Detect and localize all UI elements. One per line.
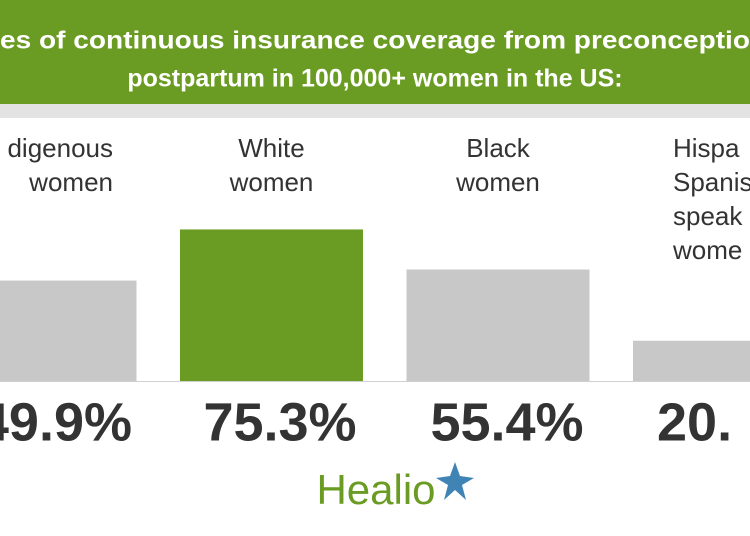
category-label: speak <box>673 201 743 231</box>
value-label: 49.9% <box>0 392 132 452</box>
bar <box>406 269 590 381</box>
category-label: women <box>229 167 314 197</box>
title-line: postpartum in 100,000+ women in the US: <box>127 65 622 93</box>
bar <box>0 280 137 381</box>
logo-star <box>436 462 474 500</box>
category-label: Spanis <box>673 167 750 197</box>
header-band <box>0 0 750 104</box>
category-label: Hispa <box>673 133 740 163</box>
category-label: wome <box>672 235 742 265</box>
value-label: 75.3% <box>203 392 356 452</box>
category-label: women <box>28 167 113 197</box>
category-label: digenous <box>7 133 113 163</box>
bar <box>180 229 363 381</box>
header-shadow <box>0 104 750 118</box>
title-line: es of continuous insurance coverage from… <box>0 27 750 55</box>
value-label: 20. <box>657 392 732 452</box>
category-label: White <box>238 133 304 163</box>
category-label: Black <box>466 133 531 163</box>
logo: Healio <box>316 466 435 513</box>
bar <box>633 340 750 381</box>
category-label: women <box>455 167 540 197</box>
value-label: 55.4% <box>430 392 583 452</box>
